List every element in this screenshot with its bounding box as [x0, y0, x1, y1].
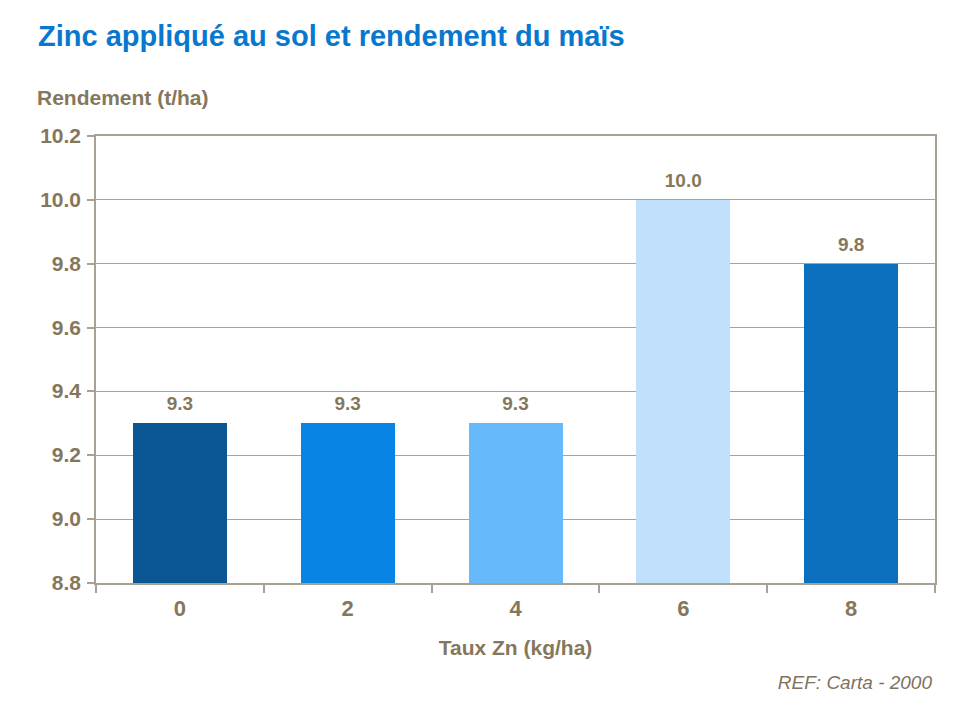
bar-value-label: 10.0 — [638, 170, 728, 192]
x-tick-mark — [263, 585, 265, 593]
y-tick-mark — [87, 518, 96, 520]
y-tick-label: 9.8 — [0, 253, 81, 275]
y-tick-mark — [87, 263, 96, 265]
chart-title: Zinc appliqué au sol et rendement du maï… — [38, 20, 625, 53]
y-tick-mark — [87, 582, 96, 584]
bar-value-label: 9.3 — [135, 393, 225, 415]
y-axis-title: Rendement (t/ha) — [37, 86, 209, 110]
y-tick-label: 9.2 — [0, 444, 81, 466]
bar — [469, 423, 563, 583]
x-tick-mark — [766, 585, 768, 593]
y-tick-label: 9.0 — [0, 508, 81, 530]
bar — [301, 423, 395, 583]
x-tick-mark — [431, 585, 433, 593]
y-tick-mark — [87, 390, 96, 392]
x-tick-label: 4 — [471, 597, 561, 621]
bar — [804, 264, 898, 583]
x-tick-label: 6 — [638, 597, 728, 621]
y-tick-mark — [87, 135, 96, 137]
bar — [133, 423, 227, 583]
x-tick-label: 0 — [135, 597, 225, 621]
x-tick-label: 8 — [806, 597, 896, 621]
plot-area: 9.3 9.3 9.3 10.0 9.8 — [94, 134, 937, 585]
gridline — [96, 199, 935, 200]
y-tick-label: 9.6 — [0, 317, 81, 339]
bar — [636, 200, 730, 583]
y-tick-label: 10.2 — [0, 125, 81, 147]
chart-canvas: Zinc appliqué au sol et rendement du maï… — [0, 0, 960, 720]
bar-value-label: 9.3 — [471, 393, 561, 415]
reference-note: REF: Carta - 2000 — [778, 672, 932, 694]
x-tick-mark — [95, 585, 97, 593]
bar-value-label: 9.8 — [806, 234, 896, 256]
x-tick-mark — [598, 585, 600, 593]
y-tick-label: 8.8 — [0, 572, 81, 594]
x-tick-mark — [934, 585, 936, 593]
x-axis-title: Taux Zn (kg/ha) — [96, 636, 935, 660]
y-tick-mark — [87, 327, 96, 329]
y-tick-label: 10.0 — [0, 189, 81, 211]
x-tick-label: 2 — [303, 597, 393, 621]
y-tick-mark — [87, 199, 96, 201]
y-tick-label: 9.4 — [0, 380, 81, 402]
bar-value-label: 9.3 — [303, 393, 393, 415]
y-tick-mark — [87, 454, 96, 456]
